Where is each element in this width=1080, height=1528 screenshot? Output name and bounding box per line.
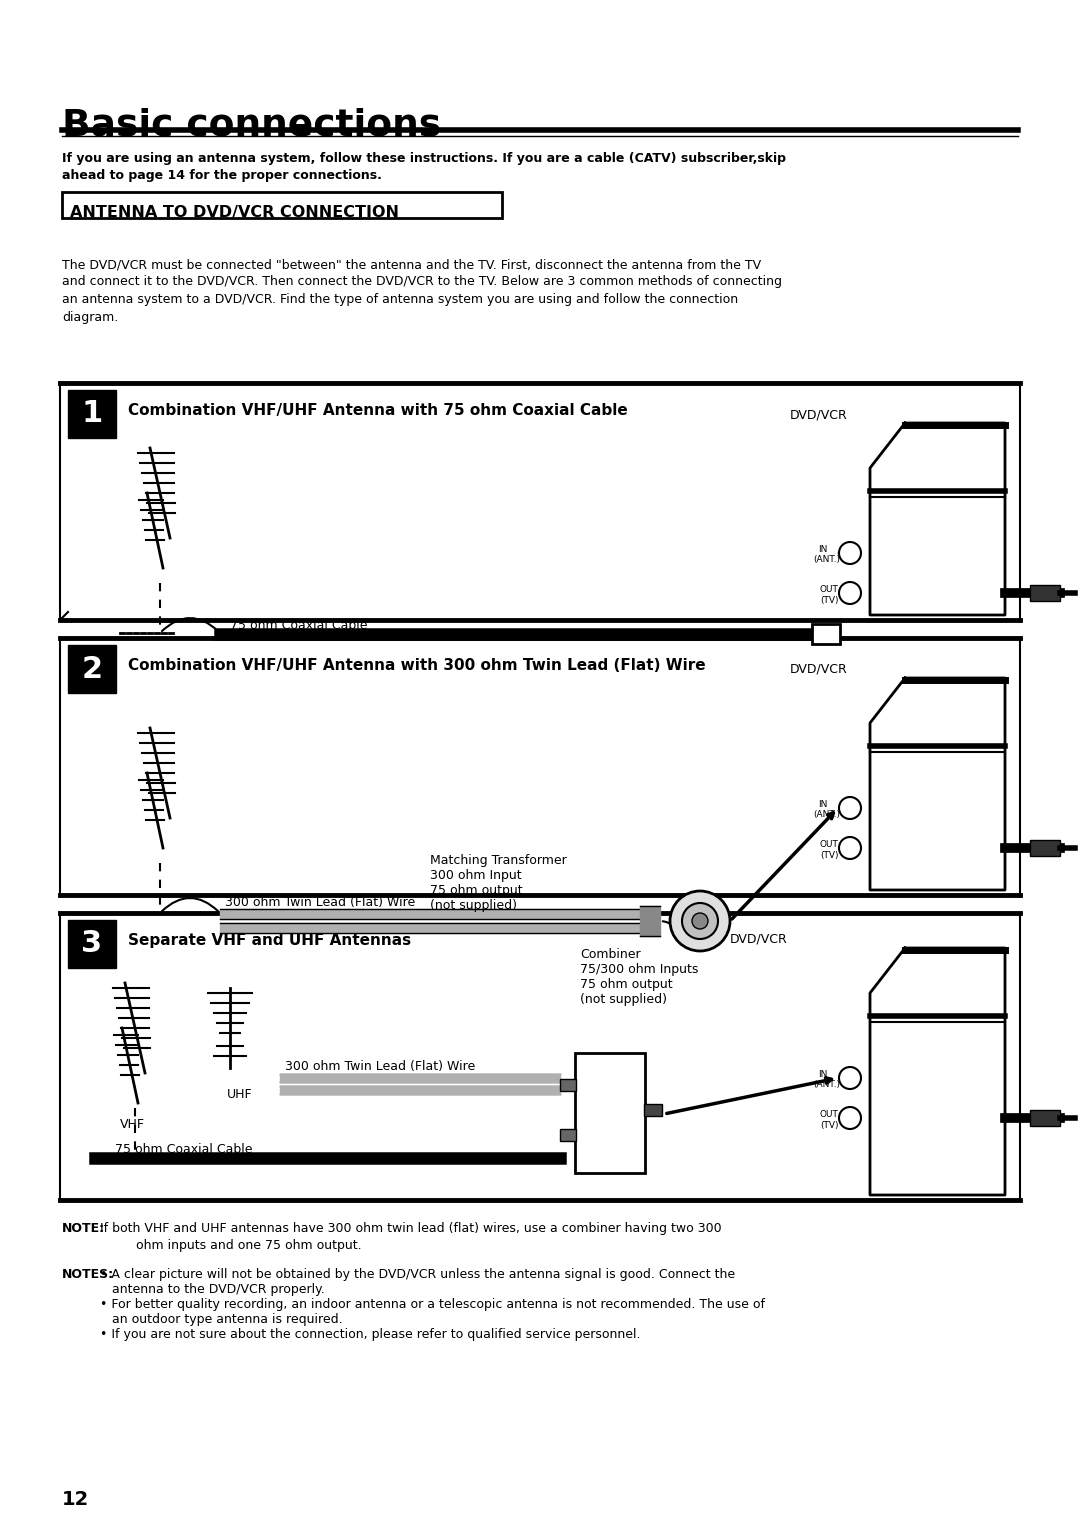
Text: • For better quality recording, an indoor antenna or a telescopic antenna is not: • For better quality recording, an indoo… xyxy=(100,1297,765,1311)
Text: NOTES:: NOTES: xyxy=(62,1268,114,1280)
Bar xyxy=(1030,840,1059,856)
Text: (TV): (TV) xyxy=(820,596,838,605)
Text: 75 ohm Coaxial Cable: 75 ohm Coaxial Cable xyxy=(230,619,367,633)
Polygon shape xyxy=(870,423,1005,614)
Text: OUT: OUT xyxy=(820,840,839,850)
Circle shape xyxy=(839,837,861,859)
Bar xyxy=(68,390,116,439)
Bar xyxy=(68,645,116,694)
Circle shape xyxy=(692,914,708,929)
Text: DVD/VCR: DVD/VCR xyxy=(789,408,848,422)
Text: (TV): (TV) xyxy=(820,851,838,860)
Text: 75 ohm output: 75 ohm output xyxy=(430,885,523,897)
Text: antenna to the DVD/VCR properly.: antenna to the DVD/VCR properly. xyxy=(112,1284,325,1296)
Text: DVD/VCR: DVD/VCR xyxy=(730,934,787,946)
Bar xyxy=(561,1079,576,1091)
Bar xyxy=(575,1053,645,1174)
Bar xyxy=(68,920,116,969)
Polygon shape xyxy=(870,678,1005,889)
Polygon shape xyxy=(870,947,1005,1195)
Text: (ANT.): (ANT.) xyxy=(813,555,840,564)
Bar xyxy=(62,193,502,219)
Circle shape xyxy=(839,542,861,564)
Circle shape xyxy=(839,1106,861,1129)
Text: 2: 2 xyxy=(81,654,103,683)
Bar xyxy=(644,1105,662,1115)
Text: 1: 1 xyxy=(81,399,103,428)
Text: • A clear picture will not be obtained by the DVD/VCR unless the antenna signal : • A clear picture will not be obtained b… xyxy=(100,1268,735,1280)
Text: (ANT.): (ANT.) xyxy=(813,1080,840,1089)
Text: 3: 3 xyxy=(81,929,103,958)
Text: Combiner: Combiner xyxy=(580,947,640,961)
Text: IN: IN xyxy=(818,1070,827,1079)
Text: Matching Transformer: Matching Transformer xyxy=(430,854,567,866)
Text: If both VHF and UHF antennas have 300 ohm twin lead (flat) wires, use a combiner: If both VHF and UHF antennas have 300 oh… xyxy=(100,1222,721,1251)
Circle shape xyxy=(839,582,861,604)
Text: (TV): (TV) xyxy=(820,1122,838,1131)
Text: IN: IN xyxy=(818,801,827,808)
Text: Separate VHF and UHF Antennas: Separate VHF and UHF Antennas xyxy=(129,934,411,947)
Text: 12: 12 xyxy=(62,1490,90,1510)
Bar xyxy=(1030,1109,1059,1126)
Text: 300 ohm Twin Lead (Flat) Wire: 300 ohm Twin Lead (Flat) Wire xyxy=(285,1060,475,1073)
Text: If you are using an antenna system, follow these instructions. If you are a cabl: If you are using an antenna system, foll… xyxy=(62,151,786,182)
Bar xyxy=(812,623,840,643)
Text: NOTE:: NOTE: xyxy=(62,1222,105,1235)
Text: OUT: OUT xyxy=(820,585,839,594)
Text: 75 ohm output: 75 ohm output xyxy=(580,978,673,992)
Text: Combination VHF/UHF Antenna with 300 ohm Twin Lead (Flat) Wire: Combination VHF/UHF Antenna with 300 ohm… xyxy=(129,659,705,672)
Text: DVD/VCR: DVD/VCR xyxy=(789,663,848,675)
Text: 75/300 ohm Inputs: 75/300 ohm Inputs xyxy=(580,963,699,976)
Text: IN: IN xyxy=(818,545,827,555)
Text: Basic connections: Basic connections xyxy=(62,108,441,144)
Text: VHF: VHF xyxy=(120,1118,145,1131)
Text: ANTENNA TO DVD/VCR CONNECTION: ANTENNA TO DVD/VCR CONNECTION xyxy=(70,205,399,220)
Text: 300 ohm Twin Lead (Flat) Wire: 300 ohm Twin Lead (Flat) Wire xyxy=(225,895,415,909)
Text: The DVD/VCR must be connected "between" the antenna and the TV. First, disconnec: The DVD/VCR must be connected "between" … xyxy=(62,258,782,324)
Text: Combination VHF/UHF Antenna with 75 ohm Coaxial Cable: Combination VHF/UHF Antenna with 75 ohm … xyxy=(129,403,627,419)
Text: OUT: OUT xyxy=(820,1109,839,1118)
Text: (not supplied): (not supplied) xyxy=(580,993,667,1005)
Circle shape xyxy=(670,891,730,950)
Text: an outdoor type antenna is required.: an outdoor type antenna is required. xyxy=(112,1313,342,1326)
Circle shape xyxy=(839,1067,861,1089)
Bar xyxy=(1030,585,1059,601)
Text: (not supplied): (not supplied) xyxy=(430,898,517,912)
Bar xyxy=(561,1129,576,1141)
Text: • If you are not sure about the connection, please refer to qualified service pe: • If you are not sure about the connecti… xyxy=(100,1328,640,1342)
Text: 300 ohm Input: 300 ohm Input xyxy=(430,869,522,882)
Text: (ANT.): (ANT.) xyxy=(813,810,840,819)
Circle shape xyxy=(839,798,861,819)
Circle shape xyxy=(681,903,718,940)
Text: UHF: UHF xyxy=(227,1088,253,1102)
Text: 75 ohm Coaxial Cable: 75 ohm Coaxial Cable xyxy=(114,1143,253,1157)
